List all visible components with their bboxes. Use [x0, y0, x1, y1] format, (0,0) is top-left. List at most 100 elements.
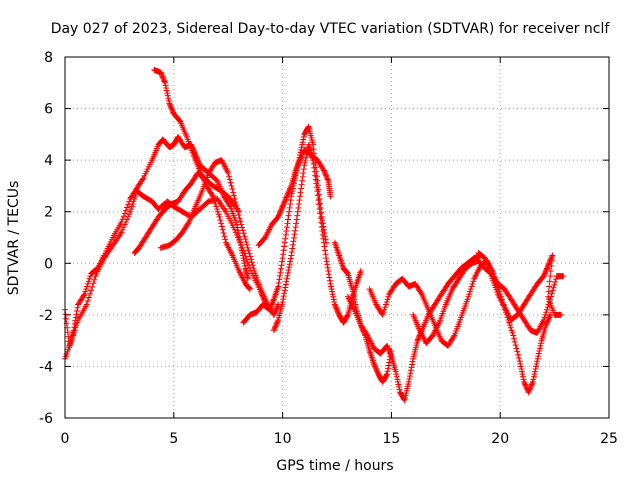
data-point-interp [250, 265, 257, 272]
data-point-interp [218, 223, 225, 230]
data-point-interp [120, 213, 127, 220]
data-point-interp [282, 195, 289, 202]
plot-area [62, 66, 567, 403]
data-point-interp [316, 201, 323, 208]
data-point-interp [122, 207, 129, 214]
data-point-interp [324, 264, 331, 271]
data-point-interp [232, 229, 239, 236]
data-point-interp [545, 315, 552, 322]
data-point-interp [301, 159, 308, 166]
data-point-interp [169, 106, 176, 113]
data-point-interp [228, 182, 235, 189]
x-tick-label: 5 [169, 431, 178, 447]
data-point-interp [220, 229, 227, 236]
data-point-interp [335, 309, 342, 316]
data-point [370, 360, 377, 367]
data-point-interp [320, 235, 327, 242]
data-point-interp [166, 101, 173, 108]
data-point-interp [394, 378, 401, 385]
plot-frame [64, 56, 610, 419]
data-point [292, 224, 299, 231]
data-point-interp [248, 256, 255, 263]
data-point-interp [519, 371, 526, 378]
data-point-interp [299, 177, 306, 184]
data-point-interp [285, 189, 292, 196]
data-point-interp [87, 290, 94, 297]
data-point-interp [240, 230, 247, 237]
data-point-interp [132, 193, 139, 200]
data-point-interp [299, 150, 306, 157]
data-point-interp [280, 293, 287, 300]
data-point [209, 193, 216, 200]
data-point [384, 371, 391, 378]
data-point-interp [275, 279, 282, 286]
data-point [379, 311, 386, 318]
data-point [83, 301, 90, 308]
data-point-interp [246, 285, 253, 292]
data-point-interp [382, 301, 389, 308]
data-point-interp [285, 190, 292, 197]
data-point-interp [289, 241, 296, 248]
data-point-interp [285, 212, 292, 219]
data-point-interp [296, 197, 303, 204]
data-point-interp [344, 312, 351, 319]
data-point [310, 157, 317, 164]
data-point [279, 255, 286, 262]
data-point [392, 368, 399, 375]
data-point-interp [470, 278, 477, 285]
data-point-interp [542, 311, 549, 318]
data-point-interp [373, 367, 380, 374]
data-point-interp [415, 335, 422, 342]
y-tick-label: 6 [44, 102, 53, 118]
data-point-interp [280, 296, 287, 303]
x-tick-label: 10 [274, 431, 292, 447]
data-point-interp [385, 293, 392, 300]
data-point-interp [218, 220, 225, 227]
data-point-interp [409, 358, 416, 365]
data-point-interp [267, 305, 274, 312]
data-point-interp [219, 226, 226, 233]
data-point-interp [299, 139, 306, 146]
x-tick-label: 20 [491, 431, 509, 447]
data-point-interp [87, 273, 94, 280]
data-point-interp [279, 258, 286, 265]
data-point-interp [406, 373, 413, 380]
data-point-interp [541, 270, 548, 277]
data-point-interp [285, 216, 292, 223]
data-point-interp [217, 217, 224, 224]
series-arc-4 [157, 157, 282, 318]
data-point-interp [542, 269, 549, 276]
data-point-interp [372, 364, 379, 371]
data-point-interp [541, 271, 548, 278]
data-point-interp [374, 368, 381, 375]
data-point-interp [286, 188, 293, 195]
y-tick-label: -6 [39, 411, 53, 427]
data-point-interp [313, 184, 320, 191]
data-point-interp [279, 204, 286, 211]
data-point-interp [281, 243, 288, 250]
data-point-interp [276, 272, 283, 279]
data-point-interp [71, 327, 78, 334]
data-point-interp [283, 228, 290, 235]
data-point-interp [466, 291, 473, 298]
data-point-interp [276, 210, 283, 217]
data-point-interp [547, 273, 554, 280]
data-point-interp [130, 198, 137, 205]
data-point-interp [386, 349, 393, 356]
data-point-interp [236, 215, 243, 222]
data-point [529, 378, 536, 385]
data-point-interp [162, 82, 169, 89]
data-point-interp [400, 395, 407, 402]
data-point-interp [294, 208, 301, 215]
data-point-interp [90, 280, 97, 287]
data-point-interp [310, 161, 317, 168]
data-point-interp [517, 363, 524, 370]
data-point-interp [311, 168, 318, 175]
data-point-interp [548, 257, 555, 264]
data-point-interp [334, 307, 341, 314]
data-point-interp [249, 262, 256, 269]
data-point-interp [275, 212, 282, 219]
data-point-interp [281, 239, 288, 246]
data-point-interp [328, 283, 335, 290]
data-point-interp [300, 133, 307, 140]
